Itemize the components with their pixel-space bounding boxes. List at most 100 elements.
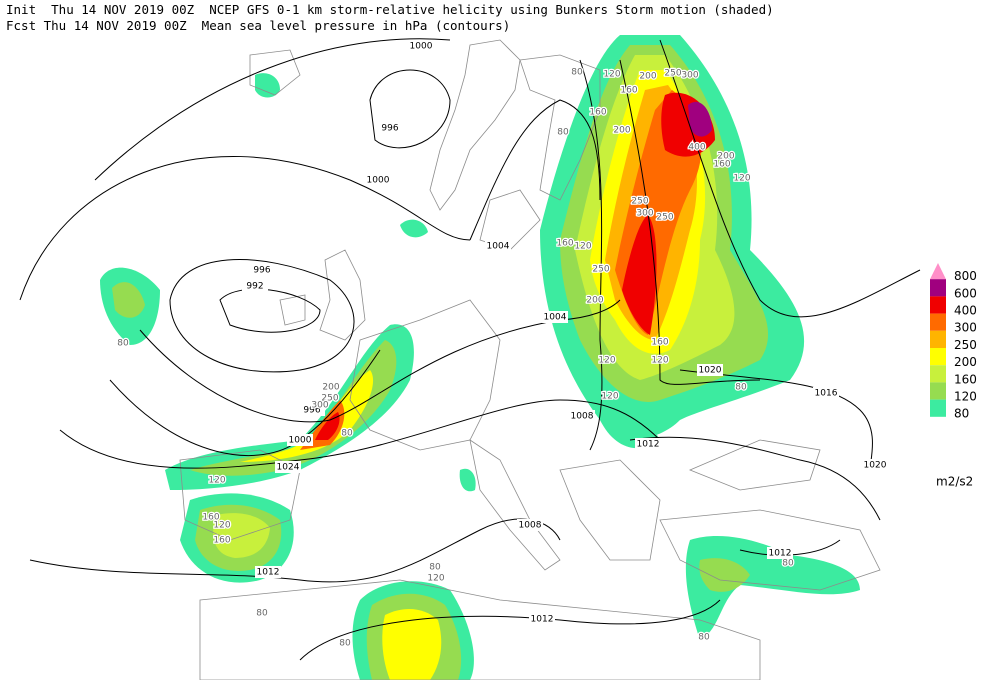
helicity-label: 400 xyxy=(688,143,705,153)
legend-label: 120 xyxy=(954,390,977,404)
helicity-label: 120 xyxy=(733,174,750,184)
helicity-label: 80 xyxy=(339,639,351,649)
isobar-label: 1024 xyxy=(277,463,300,473)
helicity-label: 300 xyxy=(311,401,328,411)
legend-swatch xyxy=(930,263,946,280)
helicity-area xyxy=(459,468,476,492)
label-box xyxy=(767,547,793,559)
legend-swatch xyxy=(930,365,946,383)
legend-label: 80 xyxy=(954,407,969,421)
label-box xyxy=(542,311,568,323)
header-line: Fcst Thu 14 NOV 2019 00Z Mean sea level … xyxy=(6,18,510,33)
isobar-label: 1016 xyxy=(815,389,838,399)
isobar-label: 1004 xyxy=(487,242,510,252)
helicity-label: 120 xyxy=(603,70,620,80)
legend-swatch xyxy=(930,399,946,417)
isobar xyxy=(369,69,451,149)
helicity-label: 160 xyxy=(202,513,219,523)
label-box xyxy=(485,240,511,252)
isobar-label: 1012 xyxy=(257,568,280,578)
helicity-label: 160 xyxy=(589,108,606,118)
helicity-label: 80 xyxy=(341,429,353,439)
isobar-label: 1000 xyxy=(289,436,312,446)
contour-labels: 1000 996 1000 1004 996 992 1004 996 1000 1024 1008… xyxy=(116,40,888,650)
helicity-label: 200 xyxy=(613,126,630,136)
helicity-label: 160 xyxy=(713,160,730,170)
helicity-label: 200 xyxy=(322,383,339,393)
isobar xyxy=(659,39,921,318)
legend-label: 400 xyxy=(954,304,977,318)
isobar-label: 1004 xyxy=(544,313,567,323)
helicity-label: 80 xyxy=(557,128,569,138)
helicity-label: 250 xyxy=(321,394,338,404)
isobar xyxy=(619,59,761,385)
iberia xyxy=(179,449,301,541)
isobar xyxy=(469,99,601,241)
label-box xyxy=(287,434,313,446)
isobar-label: 1020 xyxy=(864,461,887,471)
isobar-label: 1008 xyxy=(519,521,542,531)
legend-label: 800 xyxy=(954,269,977,283)
helicity-label: 160 xyxy=(213,536,230,546)
helicity-label: 300 xyxy=(681,71,698,81)
isobar xyxy=(94,38,451,181)
isobar xyxy=(19,156,471,301)
label-box xyxy=(299,404,325,416)
label-box xyxy=(275,461,301,473)
north-africa xyxy=(199,579,761,680)
isobar-label: 1012 xyxy=(531,615,554,625)
helicity-label: 250 xyxy=(656,213,673,223)
legend-swatch xyxy=(930,382,946,400)
helicity-area xyxy=(112,282,145,318)
isobar-label: 1000 xyxy=(410,42,433,52)
isobar-label: 1020 xyxy=(699,366,722,376)
legend-swatch xyxy=(930,279,946,297)
label-box xyxy=(249,264,275,276)
helicity-area xyxy=(622,92,715,335)
helicity-label: 120 xyxy=(574,242,591,252)
helicity-label: 200 xyxy=(586,296,603,306)
black-sea xyxy=(688,439,821,491)
helicity-label: 120 xyxy=(208,476,225,486)
label-box xyxy=(408,40,434,52)
helicity-area xyxy=(213,513,270,558)
helicity-label: 120 xyxy=(651,356,668,366)
helicity-area xyxy=(255,73,280,98)
isobar-label: 1000 xyxy=(367,176,390,186)
label-box xyxy=(813,387,839,399)
balkans xyxy=(559,459,661,561)
isobar xyxy=(139,299,621,423)
helicity-label: 160 xyxy=(651,338,668,348)
legend-label: 160 xyxy=(954,372,977,386)
label-box xyxy=(517,519,543,531)
isobar xyxy=(739,539,841,556)
label-box xyxy=(569,410,595,422)
isobar xyxy=(29,518,561,583)
helicity-label: 80 xyxy=(698,633,710,643)
isobar-label: 996 xyxy=(381,124,398,134)
isobar-label: 996 xyxy=(303,406,320,416)
helicity-label: 300 xyxy=(636,209,653,219)
helicity-area xyxy=(382,608,442,680)
anatolia xyxy=(659,509,881,591)
helicity-label: 160 xyxy=(620,86,637,96)
helicity-label: 250 xyxy=(631,197,648,207)
legend-swatch xyxy=(930,296,946,314)
helicity-label: 80 xyxy=(117,339,129,349)
isobar-label: 1012 xyxy=(769,549,792,559)
label-box xyxy=(242,280,268,292)
helicity-area xyxy=(400,219,428,238)
label-box xyxy=(529,613,555,625)
label-box xyxy=(697,364,723,376)
helicity-label: 250 xyxy=(592,265,609,275)
label-box xyxy=(377,122,403,134)
helicity-label: 250 xyxy=(664,69,681,79)
legend-swatch xyxy=(930,348,946,366)
legend: 800 600 400 300 250 200 160 120 80 xyxy=(930,263,977,421)
isobar xyxy=(679,369,873,471)
isobar-label: 1012 xyxy=(637,440,660,450)
helicity-label: 120 xyxy=(427,574,444,584)
finland xyxy=(519,54,601,201)
